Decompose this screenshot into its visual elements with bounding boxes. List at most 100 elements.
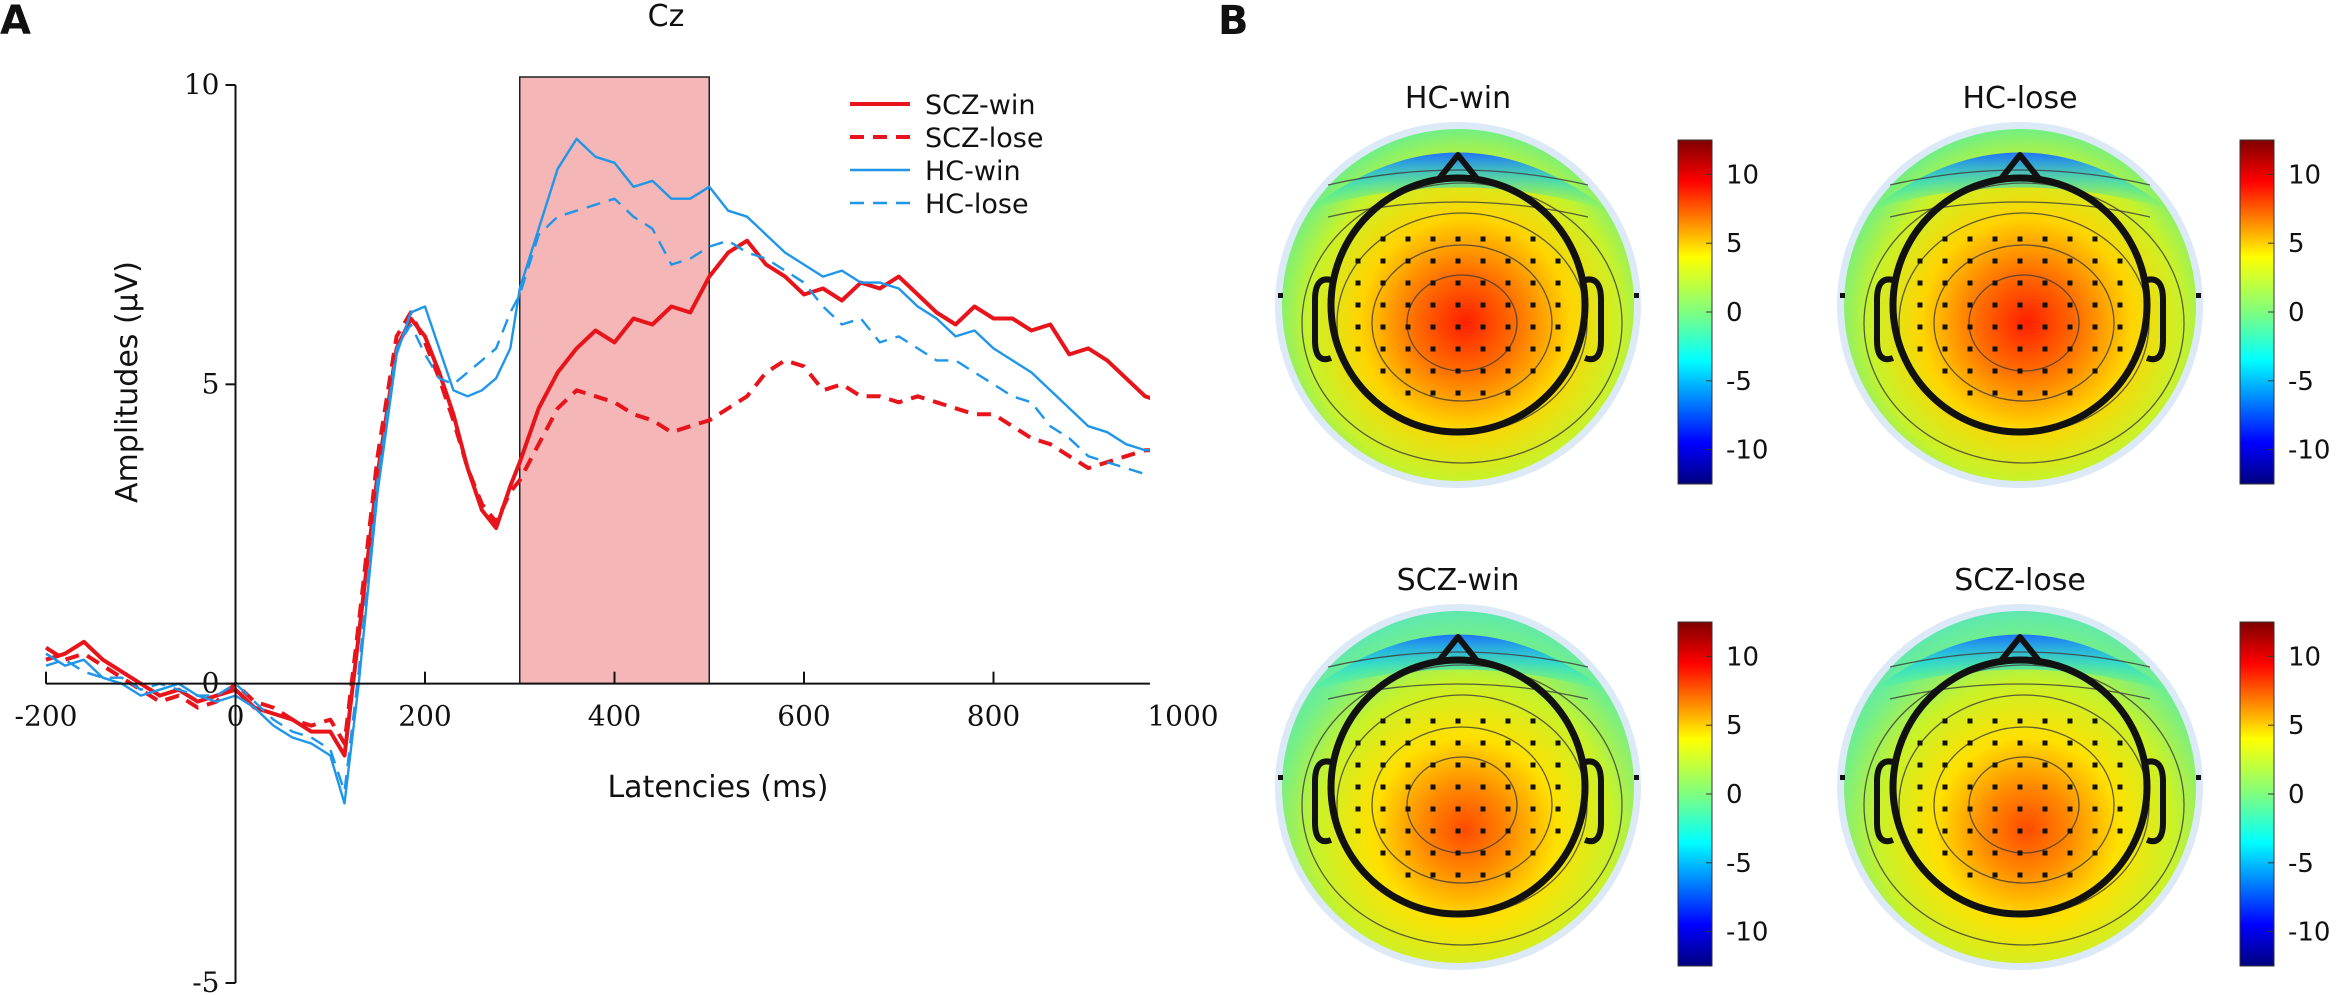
electrode-dot xyxy=(1942,762,1948,768)
electrode-dot xyxy=(1355,784,1361,790)
electrode-dot xyxy=(1480,784,1486,790)
electrode-dot xyxy=(1992,850,1998,856)
electrode-dot xyxy=(1917,258,1923,264)
colorbar-tick-label: -10 xyxy=(1726,436,1768,466)
electrode-dot xyxy=(1942,236,1948,242)
electrode-dot xyxy=(1555,258,1561,264)
electrode-dot xyxy=(1942,718,1948,724)
contour-line xyxy=(1371,244,1553,402)
electrode-dot xyxy=(1480,280,1486,286)
electrode-dot xyxy=(2067,718,2073,724)
electrode-dot xyxy=(1430,784,1436,790)
electrode-dot xyxy=(2117,806,2123,812)
nose-outline xyxy=(1997,634,2043,664)
electrode-dot xyxy=(1967,850,1973,856)
electrode-dot xyxy=(1355,762,1361,768)
electrode-dot xyxy=(1530,280,1536,286)
electrode-dot xyxy=(2117,346,2123,352)
electrode-dot xyxy=(1455,346,1461,352)
electrode-dot xyxy=(1942,784,1948,790)
x-tick-label: -200 xyxy=(15,700,78,733)
contour-line xyxy=(1889,169,2151,186)
contour-line xyxy=(1301,664,1623,946)
electrode-dot xyxy=(2117,762,2123,768)
electrode-dot xyxy=(1992,806,1998,812)
electrode-dot xyxy=(2067,302,2073,308)
electrode-dot xyxy=(1992,390,1998,396)
electrode-dot xyxy=(2067,828,2073,834)
electrode-dot xyxy=(2042,302,2048,308)
electrode-dot xyxy=(1967,346,1973,352)
electrode-dot xyxy=(2042,828,2048,834)
electrode-dot xyxy=(2017,390,2023,396)
electrode-dot xyxy=(1455,784,1461,790)
electrode-dot xyxy=(1480,740,1486,746)
topomap-scz-lose: SCZ-lose 10 5 0 -5 -10 xyxy=(1837,563,2330,970)
electrode-dot xyxy=(1380,806,1386,812)
electrode-dot xyxy=(1405,368,1411,374)
electrode-dot xyxy=(1530,784,1536,790)
electrode-dot xyxy=(1992,236,1998,242)
electrode-dot xyxy=(1530,236,1536,242)
electrode-dot xyxy=(2042,762,2048,768)
electrode-dot xyxy=(2042,718,2048,724)
electrode-dot xyxy=(1455,872,1461,878)
contour-line xyxy=(1406,274,1518,372)
electrode-dot xyxy=(1455,740,1461,746)
electrode-dot xyxy=(1430,850,1436,856)
electrode-dot xyxy=(2092,718,2098,724)
electrode-dot xyxy=(1992,828,1998,834)
electrode-dot xyxy=(1555,280,1561,286)
electrode-dot xyxy=(1405,806,1411,812)
electrode-dot xyxy=(2017,850,2023,856)
electrode-dot xyxy=(1505,390,1511,396)
x-tick-label: 800 xyxy=(967,700,1020,733)
electrode-dot xyxy=(1480,324,1486,330)
electrode-dot xyxy=(1505,784,1511,790)
electrode-dot xyxy=(1942,302,1948,308)
electrode-dot xyxy=(1942,258,1948,264)
electrode-dot xyxy=(2067,806,2073,812)
colorbar-tick-label: 0 xyxy=(1726,298,1743,328)
electrode-dot xyxy=(1505,828,1511,834)
electrode-dot xyxy=(1942,368,1948,374)
contour-line xyxy=(1889,201,2151,218)
electrode-dot xyxy=(2117,784,2123,790)
colorbar-tick-label: 10 xyxy=(2288,160,2321,190)
electrode-dot xyxy=(1530,368,1536,374)
legend-label: SCZ-win xyxy=(925,90,1035,121)
electrode-dot xyxy=(2117,302,2123,308)
electrode-dot xyxy=(1505,346,1511,352)
electrode-dot xyxy=(1430,806,1436,812)
series-line-scz-win xyxy=(45,238,1150,758)
electrode-dot xyxy=(1555,828,1561,834)
electrode-dot xyxy=(2067,368,2073,374)
electrode-dot xyxy=(1967,324,1973,330)
electrode-dot xyxy=(1530,324,1536,330)
electrode-dot xyxy=(2042,280,2048,286)
electrode-dot xyxy=(1380,280,1386,286)
colorbar-tick-label: 10 xyxy=(1726,160,1759,190)
electrode-dot xyxy=(1917,324,1923,330)
electrode-dot xyxy=(2042,740,2048,746)
contour-line xyxy=(1889,651,2151,668)
electrode-dot xyxy=(2067,784,2073,790)
electrode-dot xyxy=(2067,258,2073,264)
electrode-dot xyxy=(1430,872,1436,878)
electrode-dot xyxy=(1505,280,1511,286)
legend-label: HC-win xyxy=(925,156,1021,187)
electrode-dot xyxy=(1992,258,1998,264)
electrode-dot xyxy=(1405,740,1411,746)
electrode-dot xyxy=(1505,258,1511,264)
legend-label: HC-lose xyxy=(925,189,1029,220)
electrode-dot xyxy=(2067,740,2073,746)
electrode-dot xyxy=(2196,775,2201,780)
electrode-dot xyxy=(1405,718,1411,724)
electrode-dot xyxy=(1355,258,1361,264)
electrode-dot xyxy=(1505,368,1511,374)
colorbar-tick-label: -5 xyxy=(2288,849,2314,879)
electrode-dot xyxy=(1530,302,1536,308)
electrode-dot xyxy=(1967,718,1973,724)
x-tick-label: 200 xyxy=(398,700,451,733)
